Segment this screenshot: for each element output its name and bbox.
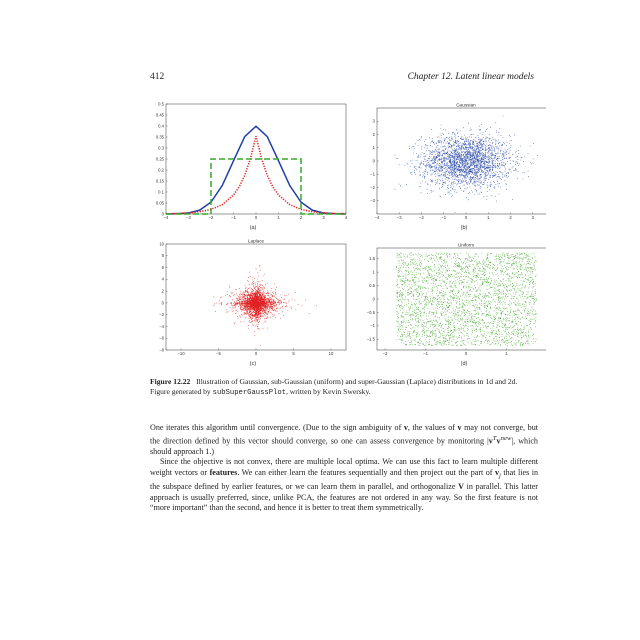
y-tick-label: 0.5	[369, 283, 375, 288]
term-features: features	[209, 468, 238, 478]
y-tick-label: −1.5	[367, 337, 376, 342]
y-tick-label: 0.25	[156, 156, 165, 161]
figure-caption: Figure 12.22 Illustration of Gaussian, s…	[150, 377, 538, 398]
y-tick-label: 6	[162, 265, 165, 270]
figure-12-22: (a) (b) (c) (d) −4 −3 −2 −1 0 1 2 3 4 0 0.05 0.1 0.1…	[146, 98, 546, 378]
x-tick-label: 1	[487, 215, 490, 220]
y-tick-label: 0.2	[158, 167, 164, 172]
y-tick-label: 3	[373, 119, 376, 124]
y-tick-label: 10	[159, 241, 164, 246]
density-curve-dotted	[165, 136, 347, 215]
y-tick-label: 0	[162, 211, 165, 216]
x-tick-label: −10	[177, 351, 185, 356]
x-tick-label: 10	[329, 351, 334, 356]
y-tick-label: 1	[373, 145, 376, 150]
sublabel-d: (d)	[461, 361, 468, 367]
y-tick-label: −1	[370, 172, 375, 177]
x-tick-label: 5	[292, 351, 295, 356]
x-tick-label: −1	[231, 215, 236, 220]
x-tick-label: 3	[532, 215, 535, 220]
x-tick-label: −1	[441, 215, 446, 220]
chapter-title: Chapter 12. Latent linear models	[407, 72, 534, 82]
sublabel-c: (c)	[250, 361, 257, 367]
x-tick-label: −4	[375, 215, 380, 220]
caption-text-1: Illustration of Gaussian, sub-Gaussian (…	[150, 377, 518, 396]
caption-code: subSuperGaussPlot	[212, 389, 286, 397]
y-tick-label: 0.35	[156, 134, 165, 139]
y-tick-label: 0.15	[156, 178, 165, 183]
paragraph-2: Since the objective is not convex, there…	[150, 457, 538, 513]
x-tick-label: −2	[209, 215, 214, 220]
x-tick-label: 1	[505, 351, 508, 356]
sublabel-a: (a)	[250, 225, 257, 231]
x-tick-label: −3	[186, 215, 191, 220]
y-tick-label: −0.5	[367, 310, 376, 315]
caption-text-2: , written by Kevin Swersky.	[285, 387, 371, 396]
x-tick-label: 2	[509, 215, 512, 220]
y-tick-label: 2	[162, 289, 165, 294]
y-tick-label: 1.5	[369, 256, 375, 261]
y-tick-label: −2	[159, 312, 164, 317]
page-number: 412	[150, 72, 165, 82]
x-tick-label: −2	[383, 351, 388, 356]
x-tick-label: −2	[419, 215, 424, 220]
density-curve-dashed	[166, 158, 346, 215]
x-tick-label: −5	[216, 351, 221, 356]
y-tick-label: −1	[370, 323, 375, 328]
x-tick-label: 0	[255, 215, 258, 220]
running-header: 412 Chapter 12. Latent linear models	[150, 72, 534, 86]
y-tick-label: 0.3	[158, 145, 164, 150]
paragraph-1: One iterates this algorithm until conver…	[150, 423, 538, 456]
y-tick-label: 0.45	[156, 112, 165, 117]
x-tick-label: −3	[397, 215, 402, 220]
y-tick-label: 0.1	[158, 189, 164, 194]
panel-b-title: Gaussian	[456, 103, 476, 108]
y-tick-label: −3	[370, 198, 375, 203]
scatter-points	[394, 115, 538, 213]
sublabel-b: (b)	[461, 225, 468, 231]
y-tick-label: −4	[159, 324, 164, 329]
scatter-points	[213, 265, 317, 346]
body-text: One iterates this algorithm until conver…	[150, 423, 538, 514]
figure-panels: (a) (b) (c) (d) −4 −3 −2 −1 0 1 2 3 400.050.10.1…	[156, 101, 546, 367]
x-tick-label: −1	[423, 351, 428, 356]
panel-d-title: Uniform	[458, 243, 474, 248]
y-tick-label: 2	[373, 132, 376, 137]
x-tick-label: 0	[465, 351, 468, 356]
y-tick-label: 0	[162, 300, 165, 305]
panel-c-points	[213, 265, 317, 346]
panel-c-title: Laplace	[248, 239, 265, 244]
x-tick-label: −4	[164, 215, 169, 220]
x-tick-label: 2	[300, 215, 303, 220]
y-tick-label: 1	[373, 270, 376, 275]
y-tick-label: 0.4	[158, 123, 164, 128]
y-tick-label: 0.5	[158, 101, 164, 106]
panel-d-points	[396, 252, 537, 347]
caption-label: Figure 12.22	[150, 377, 191, 386]
y-tick-label: −6	[159, 336, 164, 341]
y-tick-label: 4	[162, 277, 165, 282]
y-tick-label: 0	[373, 158, 376, 163]
x-tick-label: 0	[255, 351, 258, 356]
y-tick-label: −8	[159, 347, 164, 352]
x-tick-label: 1	[277, 215, 280, 220]
scatter-points	[396, 252, 537, 347]
y-tick-label: 0	[373, 296, 376, 301]
density-curve-solid	[165, 125, 347, 215]
y-tick-label: −2	[370, 185, 375, 190]
x-tick-label: 4	[345, 215, 348, 220]
x-tick-label: 0	[465, 215, 468, 220]
y-tick-label: 0.05	[156, 200, 165, 205]
x-tick-label: 3	[322, 215, 325, 220]
y-tick-label: 8	[162, 253, 165, 258]
panel-d-frame	[376, 247, 546, 351]
panel-b-points	[394, 115, 538, 213]
